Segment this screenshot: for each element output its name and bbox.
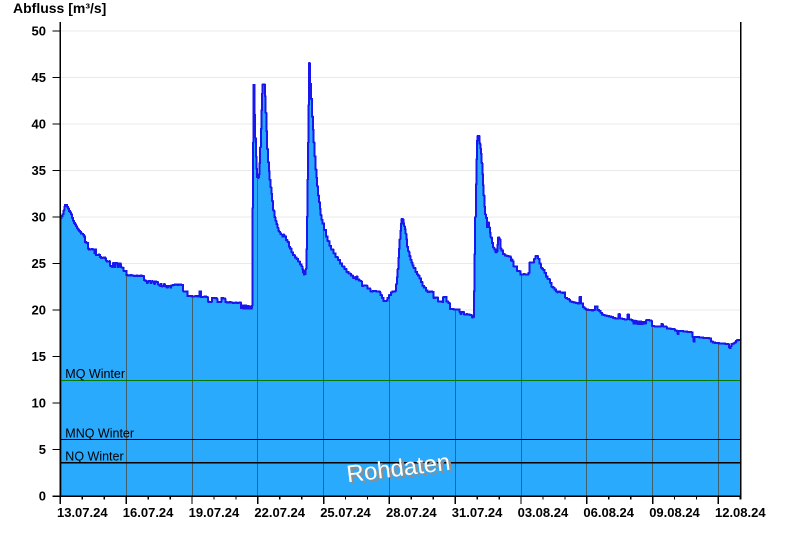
svg-text:35: 35 <box>32 163 46 178</box>
svg-text:45: 45 <box>32 70 46 85</box>
svg-text:28.07.24: 28.07.24 <box>386 505 437 520</box>
svg-text:MNQ Winter: MNQ Winter <box>65 426 134 440</box>
svg-text:40: 40 <box>32 117 46 132</box>
svg-text:NQ Winter: NQ Winter <box>65 449 123 463</box>
svg-text:12.08.24: 12.08.24 <box>715 505 766 520</box>
svg-text:13.07.24: 13.07.24 <box>57 505 108 520</box>
svg-text:0: 0 <box>39 489 46 504</box>
svg-text:15: 15 <box>32 349 46 364</box>
svg-text:22.07.24: 22.07.24 <box>254 505 305 520</box>
svg-text:25: 25 <box>32 256 46 271</box>
svg-text:20: 20 <box>32 303 46 318</box>
svg-text:MQ Winter: MQ Winter <box>65 367 125 381</box>
svg-text:31.07.24: 31.07.24 <box>452 505 503 520</box>
svg-text:5: 5 <box>39 442 46 457</box>
svg-text:16.07.24: 16.07.24 <box>123 505 174 520</box>
svg-text:10: 10 <box>32 396 46 411</box>
svg-text:Abfluss [m³/s]: Abfluss [m³/s] <box>13 0 106 16</box>
svg-text:25.07.24: 25.07.24 <box>320 505 371 520</box>
svg-text:03.08.24: 03.08.24 <box>518 505 569 520</box>
svg-text:19.07.24: 19.07.24 <box>189 505 240 520</box>
svg-text:09.08.24: 09.08.24 <box>649 505 700 520</box>
svg-text:30: 30 <box>32 210 46 225</box>
svg-text:50: 50 <box>32 24 46 39</box>
svg-text:06.08.24: 06.08.24 <box>583 505 634 520</box>
